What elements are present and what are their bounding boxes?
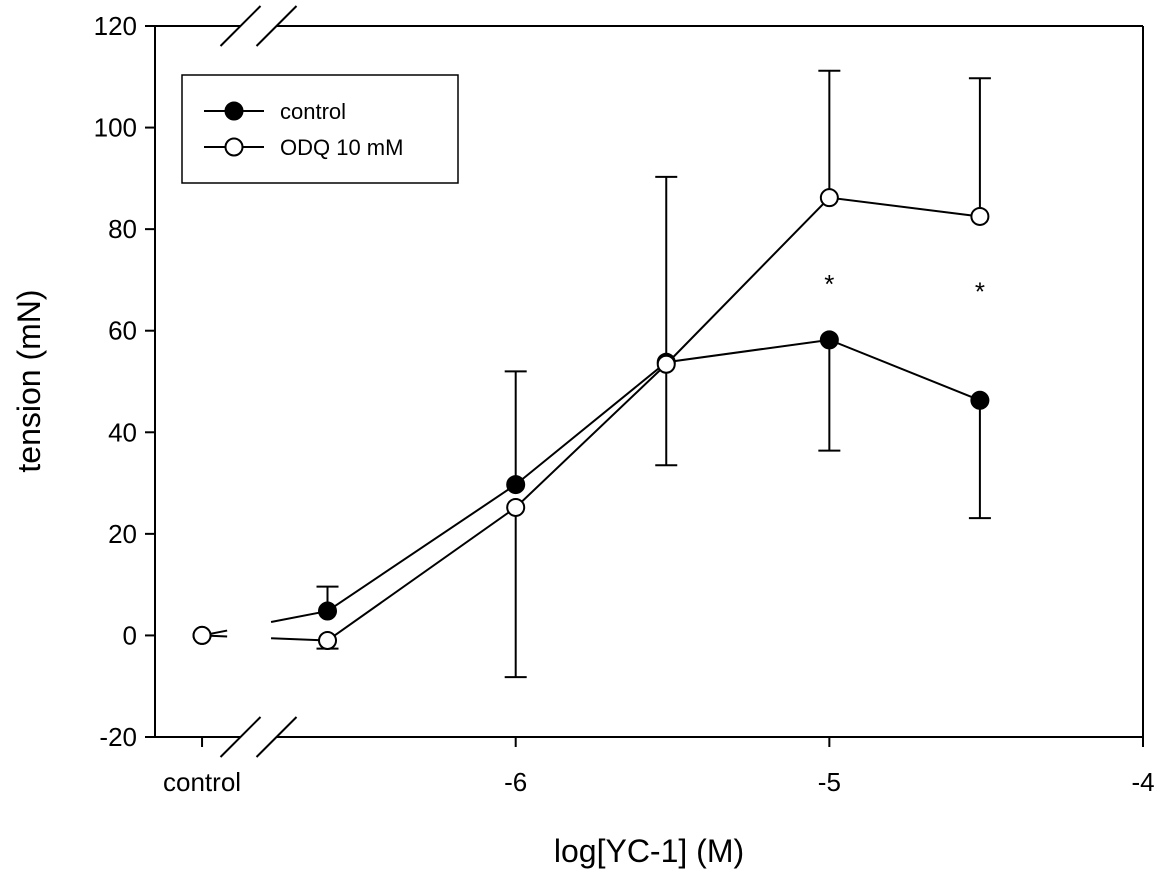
legend-marker [224,137,244,157]
odq-point [656,354,676,374]
annotations: * * [824,269,985,307]
legend-marker [224,101,244,121]
odq-point [192,625,212,645]
legend-label: ODQ 10 mM [280,135,403,160]
y-tick-label: -20 [99,722,137,752]
series-markers [192,188,990,651]
y-tick-label: 100 [94,113,137,143]
axis-ticks: -20 0 20 40 60 80 100 120 control -6 -5 -4 [94,11,1155,797]
odq-point [819,188,839,208]
control-point [318,601,338,621]
plot-frame [154,5,1144,758]
y-axis-title: tension (mN) [11,289,47,472]
series-lines [201,196,981,642]
series-line-odq [326,196,981,642]
axis-break-mark [255,5,298,47]
y-tick-label: 120 [94,11,137,41]
legend-box [181,74,459,184]
odq-point [970,206,990,226]
error-bars [316,69,991,679]
y-tick-label: 20 [108,519,137,549]
x-tick-label: -5 [818,767,841,797]
x-tick-label: control [163,767,241,797]
significance-star: * [975,276,985,306]
odq-point [506,497,526,517]
significance-star: * [824,269,834,299]
series-line-control [270,610,328,624]
control-point [506,475,526,495]
odq-point [318,631,338,651]
y-tick-label: 80 [108,214,137,244]
x-axis-title: log[YC-1] (M) [554,833,744,869]
y-tick-label: 60 [108,316,137,346]
legend: control ODQ 10 mM [181,74,459,184]
x-tick-label: -6 [504,767,527,797]
control-point [970,390,990,410]
y-tick-label: 0 [123,620,137,650]
axis-break-mark [255,716,298,758]
axis-break-mark [219,716,262,758]
control-point [819,330,839,350]
x-tick-label: -4 [1131,767,1154,797]
y-tick-label: 40 [108,417,137,447]
legend-label: control [280,99,346,124]
axis-break-mark [219,5,262,47]
